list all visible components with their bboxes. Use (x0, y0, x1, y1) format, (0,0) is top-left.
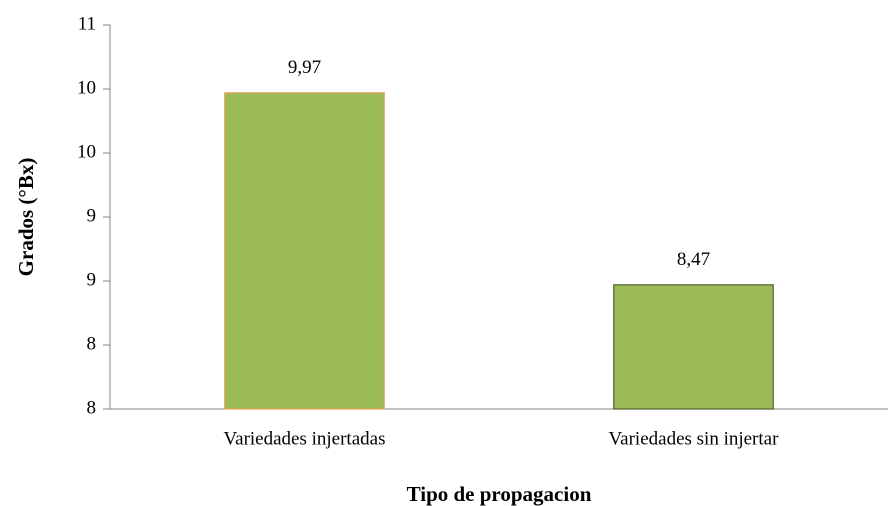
bar (613, 284, 774, 410)
y-tick-label: 10 (77, 77, 96, 98)
y-tick-label: 9 (87, 269, 97, 290)
x-tick-label: Variedades sin injertar (609, 428, 780, 449)
y-tick-label: 8 (87, 397, 97, 418)
bar (224, 92, 385, 410)
y-tick-label: 8 (87, 333, 97, 354)
y-axis-label: Grados (°Bx) (14, 158, 38, 277)
data-label: 8,47 (677, 249, 710, 270)
x-tick-label: Variedades injertadas (224, 428, 386, 449)
data-label: 9,97 (288, 57, 321, 78)
y-tick-label: 10 (77, 141, 96, 162)
x-axis-label: Tipo de propagacion (407, 482, 592, 506)
y-tick-label: 9 (87, 205, 97, 226)
y-tick-label: 11 (78, 13, 96, 34)
